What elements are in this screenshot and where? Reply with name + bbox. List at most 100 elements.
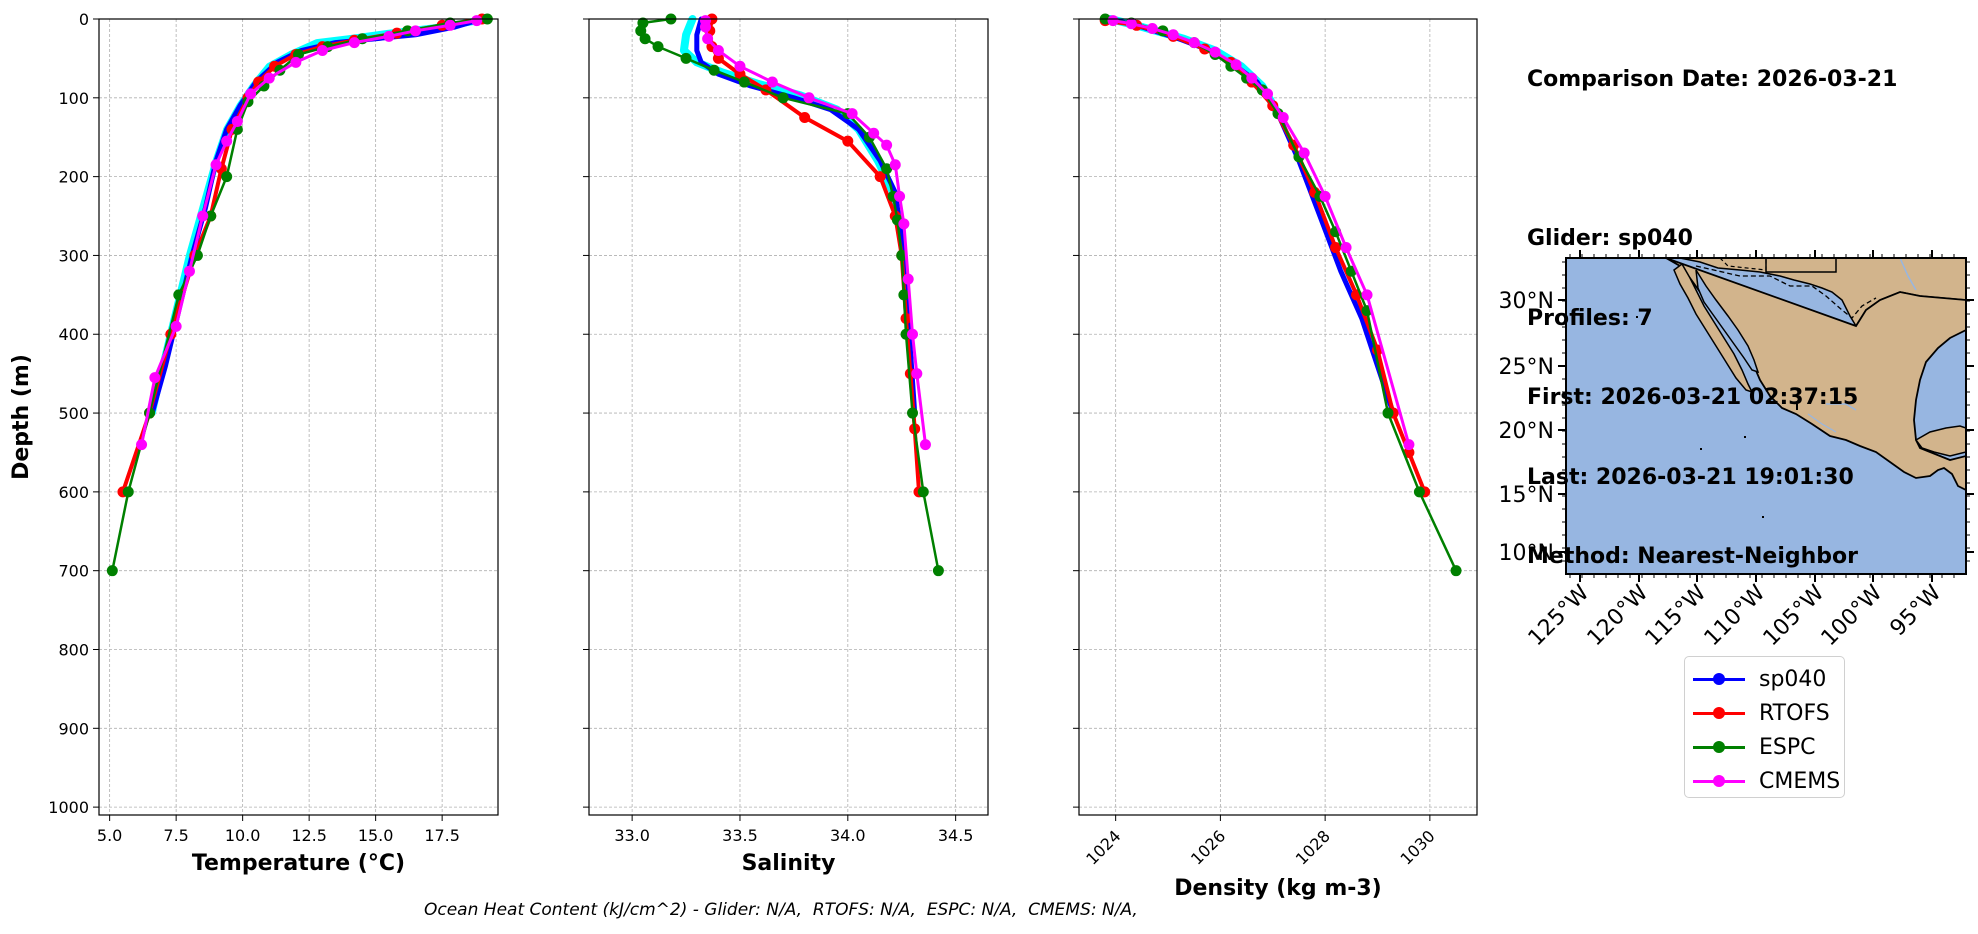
data-point-rtofs <box>799 112 811 124</box>
map-island <box>1636 316 1638 318</box>
legend-swatch <box>1693 669 1745 689</box>
data-point-cmems <box>170 320 182 332</box>
data-point-cmems <box>410 25 422 37</box>
data-point-cmems <box>898 218 910 230</box>
map-border-us-canada <box>1765 258 1837 273</box>
x-tick-label: 7.5 <box>163 826 188 845</box>
x-tick-label: 12.5 <box>291 826 327 845</box>
x-tick-label: 1024 <box>1082 826 1124 868</box>
series-group <box>635 13 944 577</box>
data-point-espc <box>1450 565 1462 577</box>
map-island <box>1744 436 1746 438</box>
map-gulf-of-california <box>1695 269 1760 374</box>
data-point-cmems <box>1107 15 1119 27</box>
legend-item-rtofs: RTOFS <box>1693 698 1830 728</box>
y-tick-label: 900 <box>58 719 89 738</box>
legend: sp040 RTOFS ESPC CMEMS <box>1684 656 1845 798</box>
data-point-cmems <box>263 72 275 84</box>
x-tick-label: 1028 <box>1292 826 1334 868</box>
data-point-cmems <box>221 135 233 147</box>
data-point-cmems <box>1403 439 1415 451</box>
map-lat-label: 20°N <box>1499 419 1554 444</box>
map-lat-label: 15°N <box>1499 483 1554 508</box>
data-point-espc <box>738 76 750 88</box>
data-point-cmems <box>183 265 195 277</box>
y-tick-label: 1000 <box>48 798 89 817</box>
y-tick-label: 500 <box>58 404 89 423</box>
data-point-cmems <box>1262 88 1274 100</box>
map-lat-label: 25°N <box>1499 355 1554 380</box>
data-point-rtofs <box>1403 446 1415 458</box>
axes-frame <box>98 18 499 816</box>
data-point-cmems <box>1125 18 1137 30</box>
data-point-cmems <box>1340 242 1352 254</box>
data-point-cmems <box>712 45 724 57</box>
data-point-espc <box>122 486 134 498</box>
data-point-cmems <box>1361 289 1373 301</box>
ocean-heat-content-caption: Ocean Heat Content (kJ/cm^2) - Glider: N… <box>424 900 1138 920</box>
data-point-espc <box>680 52 692 64</box>
y-axis-label: Depth (m) <box>9 354 34 480</box>
map-lat-label: 30°N <box>1499 289 1554 314</box>
legend-swatch <box>1693 771 1745 791</box>
axes-frame <box>588 18 989 816</box>
x-tick-label: 33.0 <box>614 826 650 845</box>
data-point-espc <box>652 41 664 53</box>
legend-item-espc: ESPC <box>1693 732 1816 762</box>
data-point-cmems <box>1298 147 1310 159</box>
data-point-espc <box>777 92 789 104</box>
data-point-espc <box>898 289 910 301</box>
data-point-espc <box>106 565 118 577</box>
data-point-espc <box>896 249 908 261</box>
data-point-rtofs <box>842 135 854 147</box>
x-tick-label: 34.5 <box>938 826 974 845</box>
comparison-date: Comparison Date: 2026-03-21 <box>1527 67 1898 92</box>
x-tick-label: 17.5 <box>424 826 460 845</box>
temperature-panel: 5.0 7.5 10.0 12.5 15.0 17.5 0 100 200 300 400 500 60… <box>9 10 499 876</box>
legend-swatch <box>1693 737 1745 757</box>
map-island <box>1762 516 1764 518</box>
data-point-cmems <box>907 328 919 340</box>
map-frame <box>1565 257 1967 575</box>
legend-item-sp040: sp040 <box>1693 664 1826 694</box>
map-river-2 <box>1826 403 1857 411</box>
data-point-cmems <box>210 159 222 171</box>
x-tick-label: 5.0 <box>97 826 122 845</box>
data-point-cmems <box>245 88 257 100</box>
map-river-3 <box>1807 413 1837 433</box>
data-point-cmems <box>889 159 901 171</box>
data-point-cmems <box>149 372 161 384</box>
y-tick-label: 600 <box>58 483 89 502</box>
data-point-espc <box>907 407 919 419</box>
legend-label: sp040 <box>1759 666 1827 692</box>
data-point-cmems <box>846 108 858 120</box>
x-tick-label: 15.0 <box>358 826 394 845</box>
x-tick-label: 10.0 <box>225 826 261 845</box>
data-point-rtofs <box>1330 242 1342 254</box>
map-border-us-mexico <box>1695 265 1877 319</box>
data-point-cmems <box>1167 29 1179 41</box>
data-point-espc <box>917 486 929 498</box>
x-tick-label: 34.0 <box>830 826 866 845</box>
data-point-cmems <box>702 33 714 45</box>
series-group <box>106 13 493 577</box>
glider-name: Glider: sp040 <box>1527 226 1693 251</box>
data-point-cmems <box>197 210 209 222</box>
data-point-cmems <box>699 21 711 33</box>
x-axis-label: Density (kg m-3) <box>1174 876 1382 901</box>
map-island <box>1796 404 1798 410</box>
series-group <box>1099 13 1462 577</box>
interpolation-method: Method: Nearest-Neighbor <box>1527 544 1858 569</box>
y-tick-label: 300 <box>58 246 89 265</box>
data-point-cmems <box>1246 72 1258 84</box>
data-point-cmems <box>383 30 395 42</box>
y-tick-label: 700 <box>58 562 89 581</box>
data-point-cmems <box>881 139 893 151</box>
map-land-baja <box>1673 262 1754 394</box>
series-line-sp040 <box>694 16 918 416</box>
data-point-cmems <box>1277 112 1289 124</box>
data-point-espc <box>639 33 651 45</box>
data-point-cmems <box>734 60 746 72</box>
data-point-espc <box>932 565 944 577</box>
